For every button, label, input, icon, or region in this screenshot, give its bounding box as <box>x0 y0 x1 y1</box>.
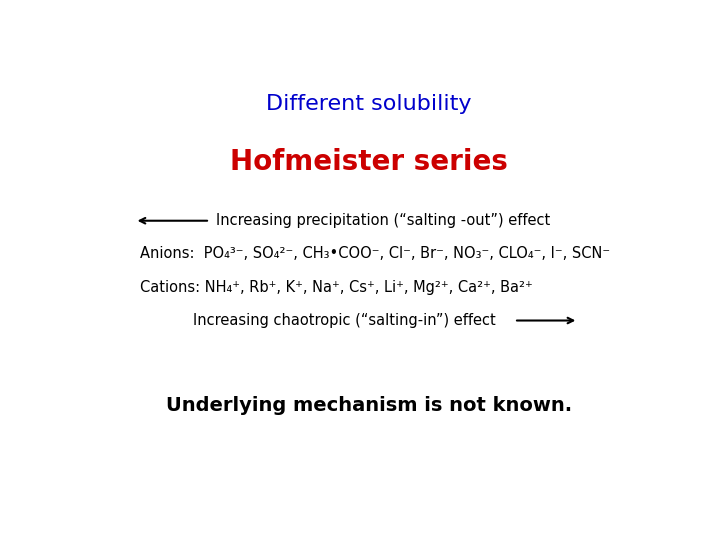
Text: Increasing chaotropic (“salting-in”) effect: Increasing chaotropic (“salting-in”) eff… <box>193 313 496 328</box>
Text: Increasing precipitation (“salting -out”) effect: Increasing precipitation (“salting -out”… <box>215 213 550 228</box>
Text: Cations: NH₄⁺, Rb⁺, K⁺, Na⁺, Cs⁺, Li⁺, Mg²⁺, Ca²⁺, Ba²⁺: Cations: NH₄⁺, Rb⁺, K⁺, Na⁺, Cs⁺, Li⁺, M… <box>140 280 533 295</box>
Text: Hofmeister series: Hofmeister series <box>230 148 508 176</box>
Text: Different solubility: Different solubility <box>266 94 472 114</box>
Text: Anions:  PO₄³⁻, SO₄²⁻, CH₃•COO⁻, Cl⁻, Br⁻, NO₃⁻, CLO₄⁻, I⁻, SCN⁻: Anions: PO₄³⁻, SO₄²⁻, CH₃•COO⁻, Cl⁻, Br⁻… <box>140 246 611 261</box>
Text: Underlying mechanism is not known.: Underlying mechanism is not known. <box>166 396 572 415</box>
